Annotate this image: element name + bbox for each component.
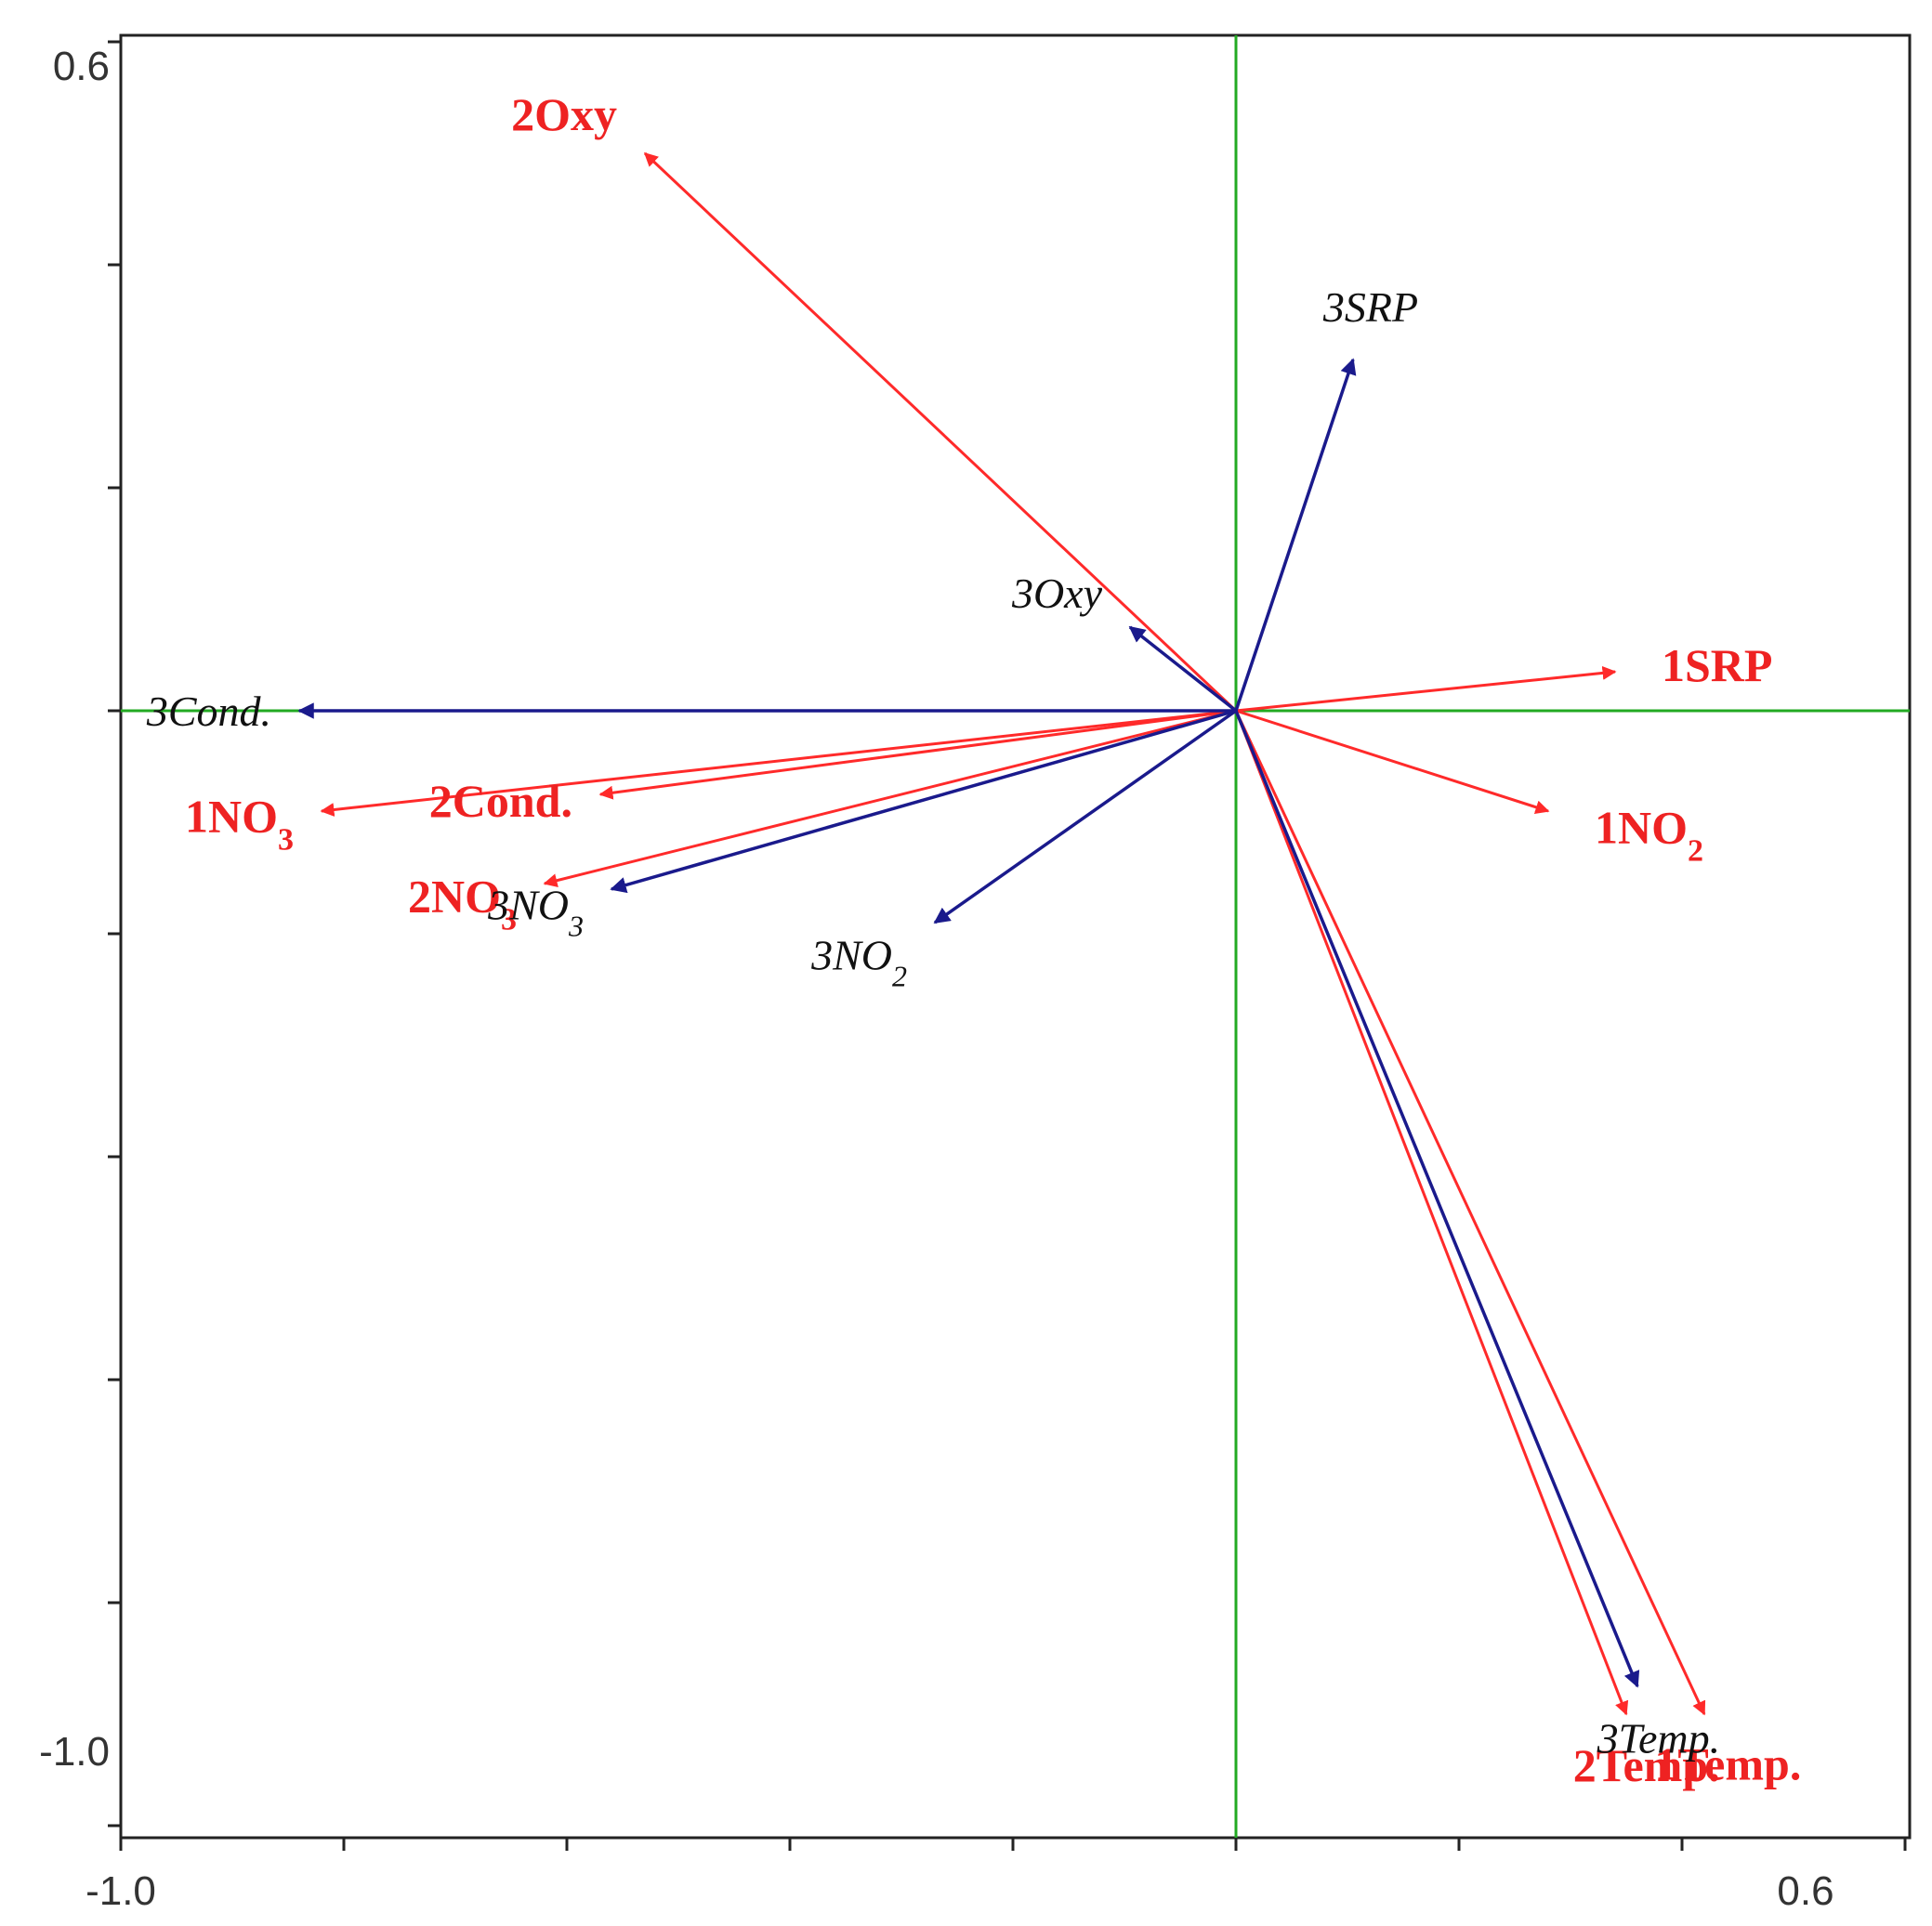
vector-arrow-1temp	[1234, 710, 1706, 1716]
vector-label-1srp: 1SRP	[1662, 639, 1772, 691]
vector-arrow-1no2	[1235, 709, 1550, 815]
vector-arrow-1no3	[320, 709, 1237, 817]
vector-arrow-3oxy	[1128, 625, 1238, 713]
axis-ticks	[108, 40, 1907, 1851]
vector-label-3temp: 3Temp.	[1597, 1714, 1721, 1762]
vector-label-1no3: 1NO3	[185, 791, 294, 858]
vector-label-2oxy: 2Oxy	[511, 88, 617, 140]
y-tick-label-min: -1.0	[39, 1729, 110, 1775]
vector-arrow-2temp	[1234, 710, 1629, 1716]
vector-label-3cond: 3Cond.	[146, 688, 271, 735]
vector-label-1temp: 1Temp.	[1654, 1737, 1801, 1789]
vector-arrow-3no2	[933, 709, 1238, 924]
vector-arrow-3no3	[610, 709, 1237, 894]
vector-label-2cond: 2Cond.	[429, 775, 572, 827]
x-tick-label-max: 0.6	[1777, 1868, 1833, 1914]
vector-labels: 2Oxy1SRP1NO32Cond.2NO31NO21Temp.2Temp.3S…	[146, 88, 1802, 1791]
vector-arrow-1srp	[1235, 665, 1617, 713]
vector-label-3oxy: 3Oxy	[1011, 570, 1103, 617]
vector-label-1no2: 1NO2	[1595, 801, 1703, 868]
vector-label-3no2: 3NO2	[810, 932, 907, 993]
x-tick-label-min: -1.0	[85, 1868, 156, 1914]
vector-arrow-2no3	[543, 709, 1237, 888]
vector-arrow-3srp	[1234, 358, 1357, 712]
plot-frame	[119, 33, 1912, 1840]
y-tick-label-max: 0.6	[53, 44, 110, 89]
vector-arrow-3temp	[1234, 710, 1640, 1688]
zero-lines	[121, 35, 1910, 1838]
vector-label-3srp: 3SRP	[1322, 283, 1418, 331]
vector-arrow-2cond	[598, 709, 1237, 800]
vector-arrow-2oxy	[643, 151, 1238, 713]
vectors	[297, 151, 1706, 1716]
vector-label-2temp: 2Temp.	[1573, 1739, 1720, 1791]
